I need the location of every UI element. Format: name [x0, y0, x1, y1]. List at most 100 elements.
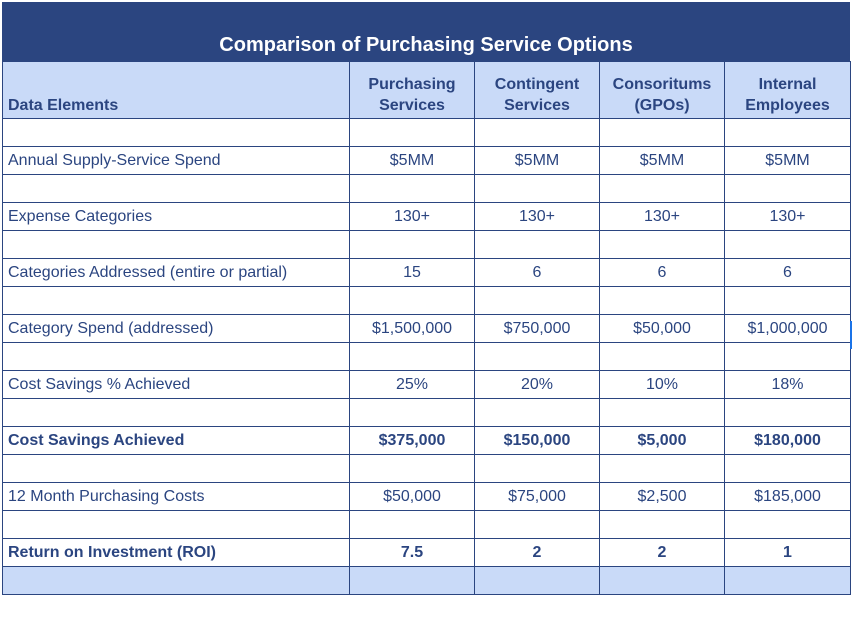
value-cell[interactable]: 25%	[349, 370, 475, 399]
table-row: Categories Addressed (entire or partial)…	[2, 258, 851, 287]
value-cell[interactable]: 2	[599, 538, 725, 567]
row-label[interactable]: Category Spend (addressed)	[2, 314, 350, 343]
empty-cell[interactable]	[349, 566, 475, 595]
empty-cell[interactable]	[599, 118, 725, 147]
empty-cell[interactable]	[724, 342, 851, 371]
value-cell[interactable]: $150,000	[474, 426, 600, 455]
blank-row	[2, 566, 851, 595]
value-cell[interactable]: $50,000	[349, 482, 475, 511]
value-cell[interactable]: $185,000	[724, 482, 851, 511]
empty-cell[interactable]	[2, 286, 350, 315]
value-cell[interactable]: 6	[474, 258, 600, 287]
empty-cell[interactable]	[474, 118, 600, 147]
value-cell[interactable]: 130+	[599, 202, 725, 231]
empty-cell[interactable]	[724, 398, 851, 427]
empty-cell[interactable]	[2, 510, 350, 539]
empty-cell[interactable]	[2, 118, 350, 147]
empty-cell[interactable]	[2, 454, 350, 483]
empty-cell[interactable]	[724, 230, 851, 259]
row-label[interactable]: Return on Investment (ROI)	[2, 538, 350, 567]
empty-cell[interactable]	[599, 566, 725, 595]
value-cell[interactable]: $50,000	[599, 314, 725, 343]
empty-cell[interactable]	[724, 566, 851, 595]
empty-cell[interactable]	[2, 398, 350, 427]
blank-row	[2, 118, 851, 147]
empty-cell[interactable]	[474, 230, 600, 259]
empty-cell[interactable]	[2, 566, 350, 595]
value-cell[interactable]: 7.5	[349, 538, 475, 567]
value-cell[interactable]: $1,500,000	[349, 314, 475, 343]
empty-cell[interactable]	[2, 174, 350, 203]
empty-cell[interactable]	[349, 286, 475, 315]
empty-cell[interactable]	[474, 566, 600, 595]
empty-cell[interactable]	[474, 174, 600, 203]
row-label[interactable]: Annual Supply-Service Spend	[2, 146, 350, 175]
empty-cell[interactable]	[724, 174, 851, 203]
table-row: Category Spend (addressed) $1,500,000 $750…	[2, 314, 851, 343]
empty-cell[interactable]	[599, 174, 725, 203]
empty-cell[interactable]	[349, 174, 475, 203]
blank-row	[2, 454, 851, 483]
empty-cell[interactable]	[349, 230, 475, 259]
empty-cell[interactable]	[724, 510, 851, 539]
row-label[interactable]: Cost Savings Achieved	[2, 426, 350, 455]
header-purchasing-services[interactable]: Purchasing Services	[349, 61, 475, 119]
header-data-elements[interactable]: Data Elements	[2, 61, 350, 119]
value-cell[interactable]: 2	[474, 538, 600, 567]
value-cell[interactable]: $5MM	[724, 146, 851, 175]
value-cell[interactable]: $5,000	[599, 426, 725, 455]
value-cell[interactable]: 130+	[474, 202, 600, 231]
header-consortiums[interactable]: Consoritums (GPOs)	[599, 61, 725, 119]
empty-cell[interactable]	[474, 398, 600, 427]
value-cell[interactable]: $375,000	[349, 426, 475, 455]
value-cell[interactable]: $1,000,000	[724, 314, 851, 343]
empty-cell[interactable]	[599, 398, 725, 427]
value-cell[interactable]: 18%	[724, 370, 851, 399]
empty-cell[interactable]	[349, 398, 475, 427]
value-cell[interactable]: 130+	[349, 202, 475, 231]
empty-cell[interactable]	[474, 510, 600, 539]
header-contingent-services[interactable]: Contingent Services	[474, 61, 600, 119]
empty-cell[interactable]	[474, 342, 600, 371]
empty-cell[interactable]	[474, 286, 600, 315]
empty-cell[interactable]	[599, 342, 725, 371]
row-label[interactable]: Expense Categories	[2, 202, 350, 231]
empty-cell[interactable]	[2, 342, 350, 371]
empty-cell[interactable]	[599, 454, 725, 483]
empty-cell[interactable]	[349, 118, 475, 147]
table-row: Expense Categories 130+ 130+ 130+ 130+	[2, 202, 851, 231]
table-row: Annual Supply-Service Spend $5MM $5MM $5MM $…	[2, 146, 851, 175]
empty-cell[interactable]	[724, 118, 851, 147]
header-internal-employees[interactable]: Internal Employees	[724, 61, 851, 119]
table-row: Return on Investment (ROI) 7.5 2 2 1	[2, 538, 851, 567]
empty-cell[interactable]	[599, 230, 725, 259]
value-cell[interactable]: 15	[349, 258, 475, 287]
empty-cell[interactable]	[599, 286, 725, 315]
empty-cell[interactable]	[2, 230, 350, 259]
value-cell[interactable]: $5MM	[599, 146, 725, 175]
row-label[interactable]: Cost Savings % Achieved	[2, 370, 350, 399]
value-cell[interactable]: 10%	[599, 370, 725, 399]
value-cell[interactable]: $2,500	[599, 482, 725, 511]
value-cell[interactable]: $5MM	[349, 146, 475, 175]
value-cell[interactable]: $750,000	[474, 314, 600, 343]
value-cell[interactable]: 130+	[724, 202, 851, 231]
value-cell[interactable]: $180,000	[724, 426, 851, 455]
empty-cell[interactable]	[349, 342, 475, 371]
value-cell[interactable]: 20%	[474, 370, 600, 399]
empty-cell[interactable]	[349, 510, 475, 539]
value-cell[interactable]: 6	[599, 258, 725, 287]
empty-cell[interactable]	[724, 454, 851, 483]
empty-cell[interactable]	[599, 510, 725, 539]
empty-cell[interactable]	[724, 286, 851, 315]
cell-selection-indicator	[850, 321, 852, 349]
value-cell[interactable]: 6	[724, 258, 851, 287]
empty-cell[interactable]	[474, 454, 600, 483]
value-cell[interactable]: $5MM	[474, 146, 600, 175]
value-cell[interactable]: $75,000	[474, 482, 600, 511]
table-title[interactable]: Comparison of Purchasing Service Options	[2, 2, 850, 61]
row-label[interactable]: Categories Addressed (entire or partial)	[2, 258, 350, 287]
empty-cell[interactable]	[349, 454, 475, 483]
value-cell[interactable]: 1	[724, 538, 851, 567]
row-label[interactable]: 12 Month Purchasing Costs	[2, 482, 350, 511]
